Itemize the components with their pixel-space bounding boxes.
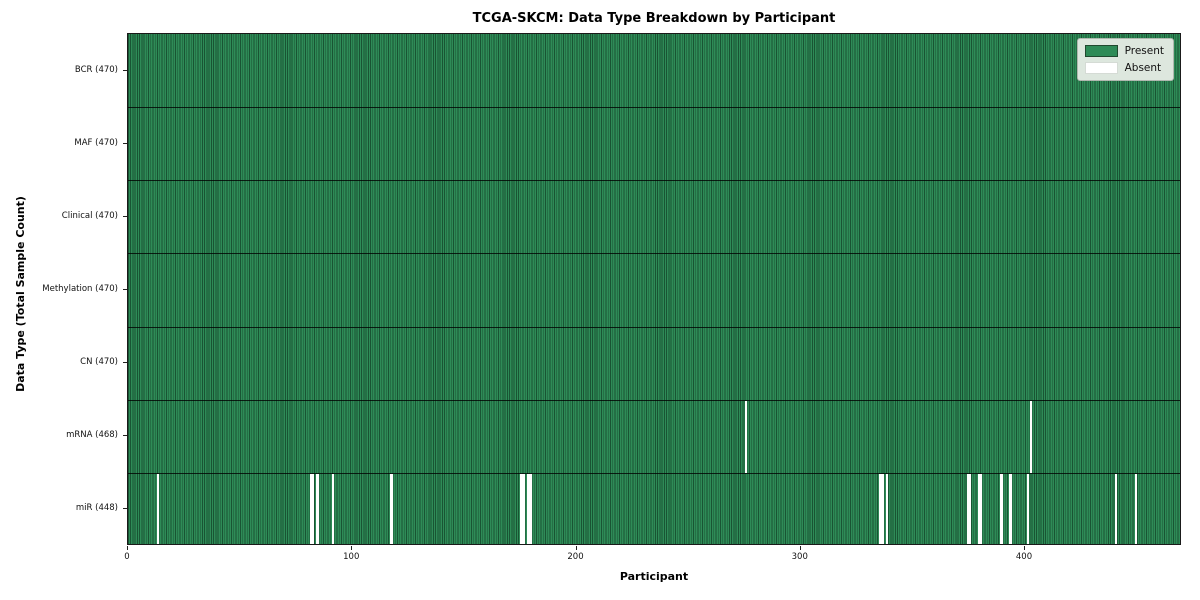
absent-gap-miR-380 [980,473,983,544]
absent-gap-miR-335 [879,473,882,544]
plot-area: Present Absent [127,33,1181,545]
absent-gap-miR-175 [520,473,523,544]
x-axis-label: Participant [619,570,689,583]
absent-gap-miR-91 [332,473,335,544]
absent-gap-miR-375 [968,473,972,544]
row-separator [128,253,1180,255]
chart-title: TCGA-SKCM: Data Type Breakdown by Partic… [472,11,836,26]
row-separator [128,472,1180,474]
y-tick-label-miR: miR (448) [75,503,118,514]
x-tick-mark [127,546,128,550]
legend-item-present: Present [1084,45,1164,57]
absent-gap-miR-401 [1027,473,1030,544]
absent-gap-miR-13 [157,473,160,544]
absent-gap-miR-338 [885,473,889,544]
y-tick-label-Clinical: Clinical (470) [61,210,118,221]
absent-gap-miR-379 [977,473,981,544]
absent-gap-miR-81 [309,473,312,544]
x-tick-mark [351,546,353,550]
absent-gap-miR-440 [1114,473,1117,544]
absent-gap-miR-393 [1009,473,1012,544]
x-tick-label-300: 300 [791,552,808,562]
y-tick-label-MAF: MAF (470) [74,137,118,148]
absent-gap-miR-176 [522,473,525,544]
row-separator [128,399,1180,401]
absent-gap-mRNA-402 [1029,400,1032,473]
absent-gap-miR-82 [311,473,315,544]
row-separator [128,326,1180,328]
row-separator [128,180,1180,182]
y-tick-mark [123,215,127,217]
y-tick-mark [123,142,127,144]
y-tick-label-BCR: BCR (470) [74,64,118,75]
absent-gap-miR-449 [1134,473,1138,544]
x-tick-label-100: 100 [343,552,360,562]
legend: Present Absent [1076,38,1174,81]
row-separator [128,107,1180,109]
legend-present-label: Present [1124,45,1164,57]
x-tick-label-200: 200 [567,552,584,562]
absent-gap-miR-179 [529,473,532,544]
x-tick-mark [575,546,577,550]
absent-gap-miR-374 [966,473,969,544]
y-tick-mark [123,362,127,364]
absent-gap-miR-178 [527,473,530,544]
x-tick-mark [1024,546,1026,550]
y-tick-mark [123,69,127,71]
present-swatch-icon [1084,45,1118,57]
legend-absent-label: Absent [1124,62,1162,74]
absent-gap-miR-389 [1000,473,1003,544]
absent-gap-mRNA-275 [744,400,747,473]
x-tick-mark [799,546,801,550]
heatmap-grid [128,34,1180,544]
x-tick-label-400: 400 [1015,552,1033,562]
x-tick-label-0: 0 [124,552,130,562]
y-tick-label-Methylation: Methylation (470) [42,284,118,294]
y-tick-mark [123,435,127,437]
absent-gap-miR-117 [390,473,393,544]
y-tick-label-CN: CN (470) [80,357,118,368]
y-tick-mark [123,289,127,290]
absent-gap-miR-84 [316,473,319,544]
y-tick-mark [123,508,127,510]
absent-gap-miR-336 [881,473,884,544]
legend-item-absent: Absent [1084,62,1164,74]
y-tick-label-mRNA: mRNA (468) [66,430,118,441]
absent-swatch-icon [1084,62,1118,74]
